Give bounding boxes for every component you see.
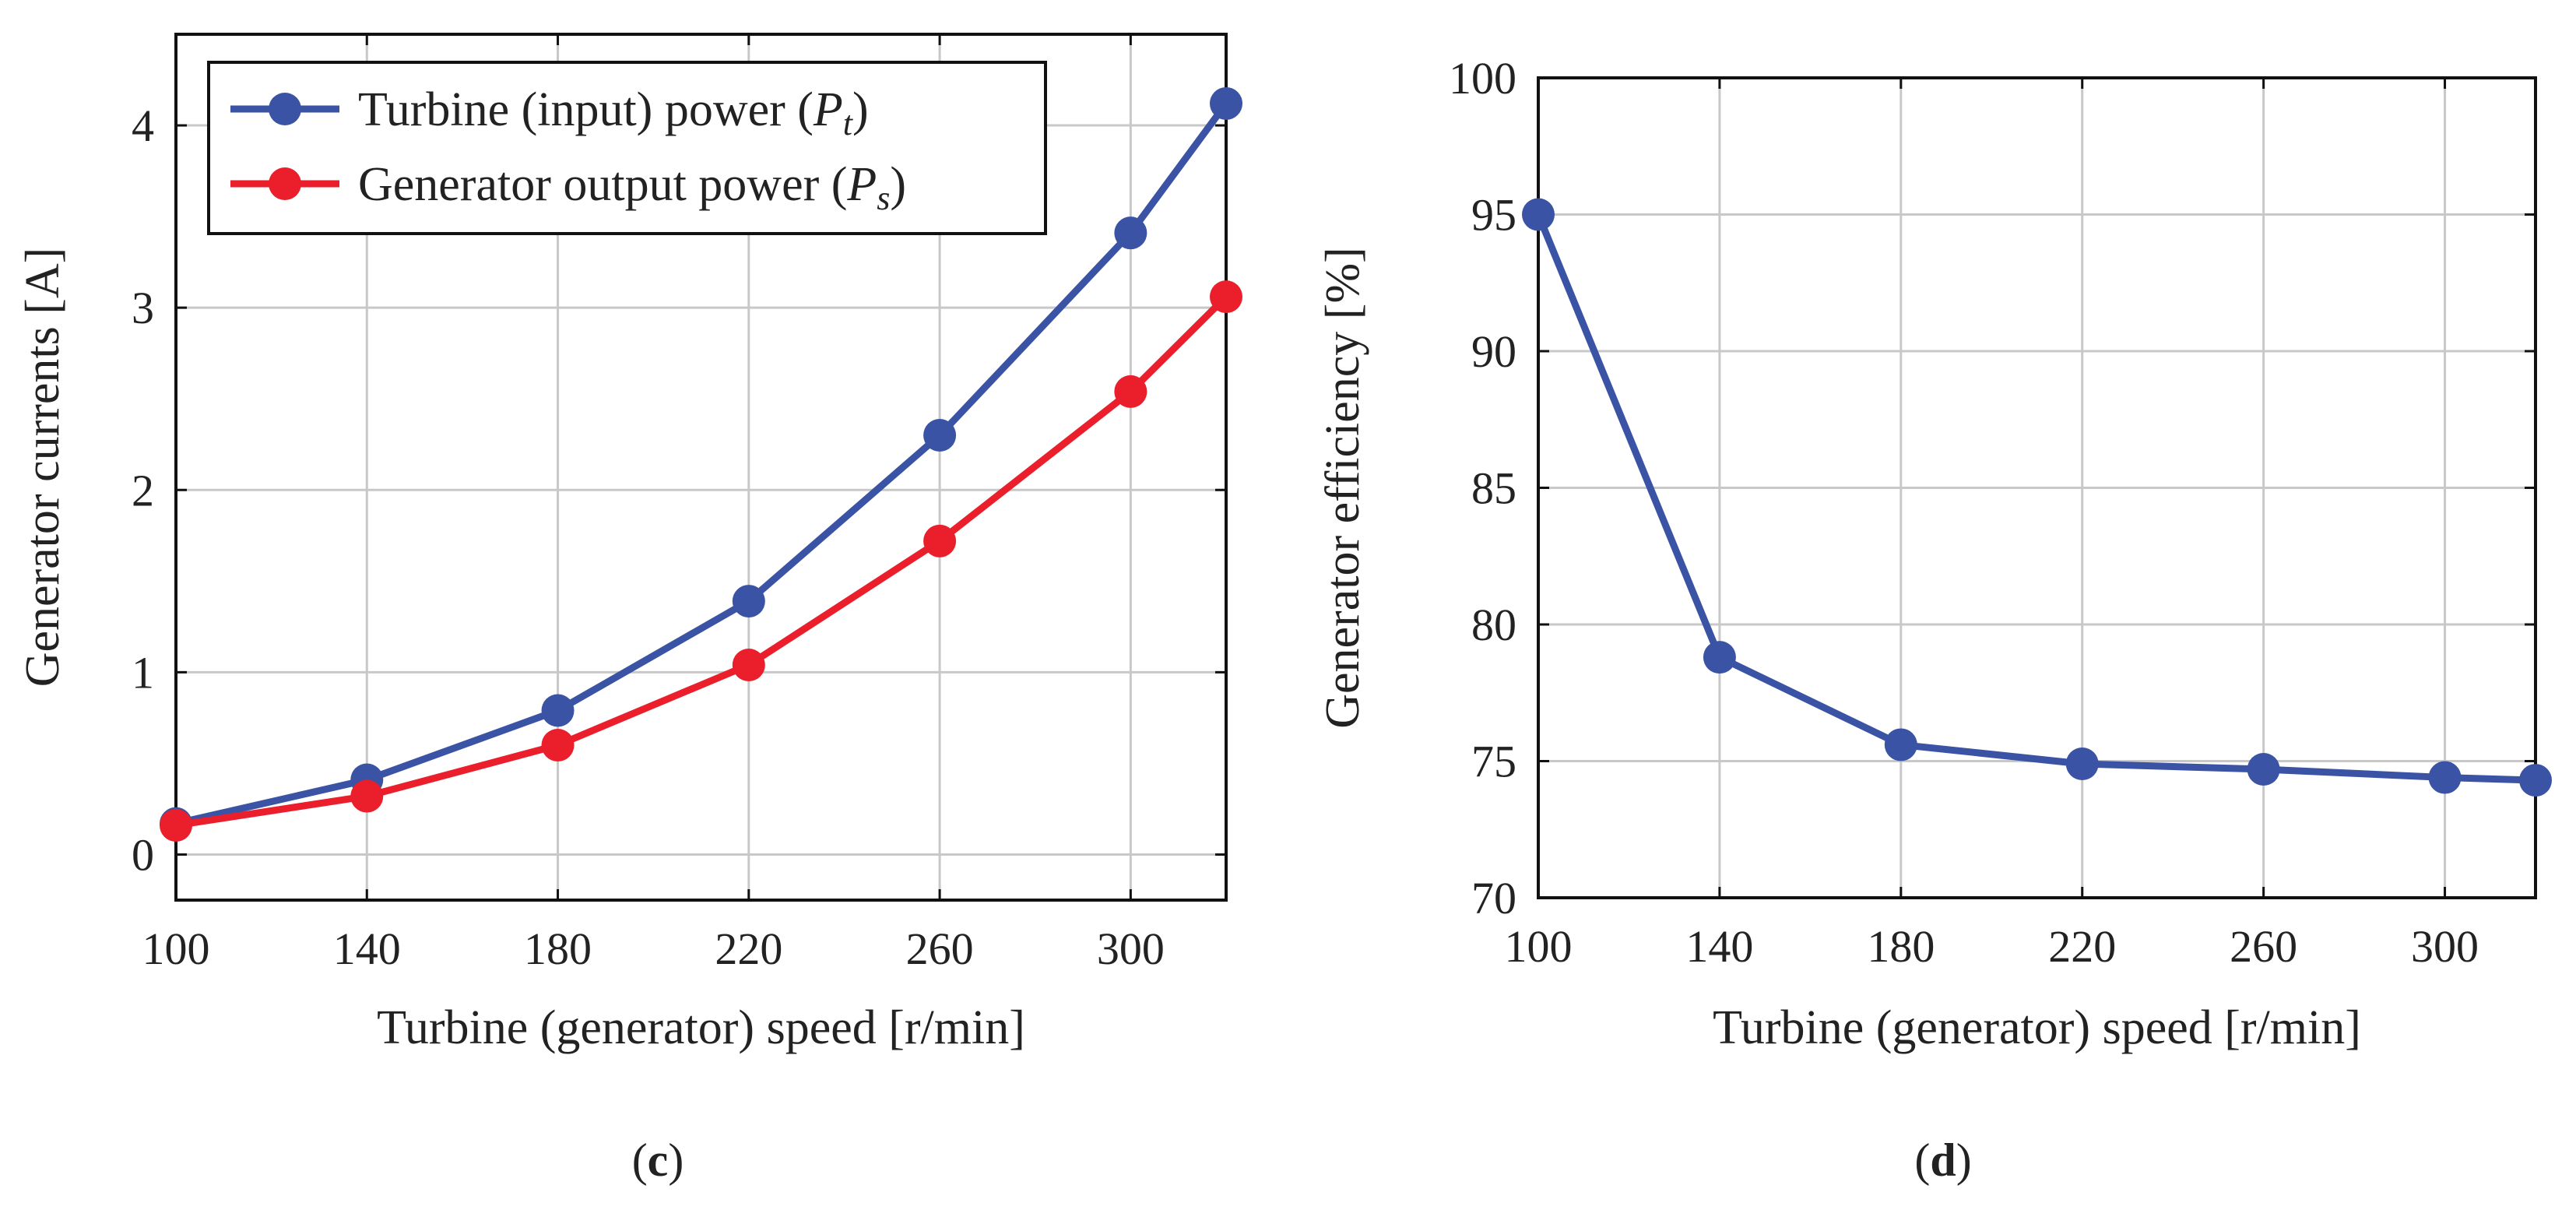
c-xtick-label-3: 220	[715, 923, 782, 974]
c-legend-swatch-marker-1	[269, 167, 301, 200]
c-ytick-label-2: 2	[132, 465, 154, 515]
d-xtick-label-5: 300	[2411, 921, 2479, 972]
d-ytick-label-2: 80	[1471, 600, 1516, 650]
d-y-axis-label: Generator efficiency [%]	[1316, 247, 1369, 729]
c-x-axis-label: Turbine (generator) speed [r/min]	[377, 1001, 1025, 1054]
d-ytick-label-1: 75	[1471, 737, 1516, 787]
c-xtick-label-0: 100	[142, 923, 210, 974]
c-series-0-point-4	[923, 419, 957, 452]
c-series-1-point-6	[1210, 280, 1242, 314]
d-series-0-point-5	[2428, 761, 2462, 794]
c-plot-frame	[174, 33, 1228, 902]
d-series-0-point-4	[2247, 753, 2280, 786]
d-xtick-label-4: 260	[2230, 921, 2297, 972]
c-series-1-point-3	[732, 649, 765, 682]
c-ytick-label-3: 3	[132, 283, 154, 333]
d-xtick-label-3: 220	[2048, 921, 2116, 972]
c-xtick-label-4: 260	[906, 923, 974, 974]
d-series-0-point-6	[2519, 764, 2552, 797]
c-series-1-point-0	[160, 809, 192, 842]
c-series-1-point-4	[923, 524, 957, 557]
chart-c: 100 140 180 220 260 300 0 1 2 3 4 Turbine (generato…	[16, 33, 1242, 1186]
d-xtick-label-0: 100	[1505, 921, 1573, 972]
c-series-1-point-1	[350, 779, 384, 813]
d-series-0-point-0	[1522, 198, 1555, 231]
c-ytick-label-1: 1	[132, 647, 154, 698]
c-series-0-point-3	[732, 585, 765, 618]
c-series-0-point-2	[541, 694, 575, 727]
d-ytick-label-0: 70	[1471, 873, 1516, 923]
d-series-0-point-3	[2065, 747, 2099, 781]
d-x-axis-label: Turbine (generator) speed [r/min]	[1713, 1001, 2361, 1054]
d-ytick-label-6: 100	[1449, 53, 1516, 104]
d-xtick-label-2: 180	[1867, 921, 1935, 972]
d-ytick-label-3: 85	[1471, 463, 1516, 514]
d-ytick-label-4: 90	[1471, 326, 1516, 377]
c-series-1-point-2	[541, 729, 575, 762]
c-legend-label-0: Turbine (input) power (Pt)	[358, 83, 869, 142]
d-series-line-0	[1534, 213, 2536, 784]
c-legend-swatch-marker-0	[269, 93, 301, 125]
c-xtick-label-5: 300	[1097, 923, 1165, 974]
c-ytick-label-0: 0	[132, 829, 154, 880]
c-series-0-point-5	[1114, 216, 1147, 250]
chart-d: 100 140 180 220 260 300 70 75 80 85 90 95 100 Turbine…	[1316, 53, 2552, 1186]
c-ytick-label-4: 4	[132, 100, 154, 151]
d-caption: (d)	[1914, 1134, 1971, 1186]
d-series-0-point-1	[1703, 641, 1736, 674]
c-legend-label-1: Generator output power (Ps)	[358, 158, 906, 217]
c-caption: (c)	[632, 1134, 684, 1186]
c-y-axis-label: Generator currents [A]	[16, 248, 69, 688]
d-ytick-label-5: 95	[1471, 190, 1516, 241]
c-series-0-point-6	[1210, 86, 1242, 120]
d-xtick-label-1: 140	[1685, 921, 1753, 972]
d-series-0-point-2	[1884, 728, 1917, 762]
c-legend-box	[207, 61, 1047, 235]
c-xtick-label-2: 180	[524, 923, 592, 974]
c-xtick-label-1: 140	[333, 923, 401, 974]
c-series-1-point-5	[1114, 375, 1147, 408]
c-series-line-1	[175, 294, 1229, 829]
